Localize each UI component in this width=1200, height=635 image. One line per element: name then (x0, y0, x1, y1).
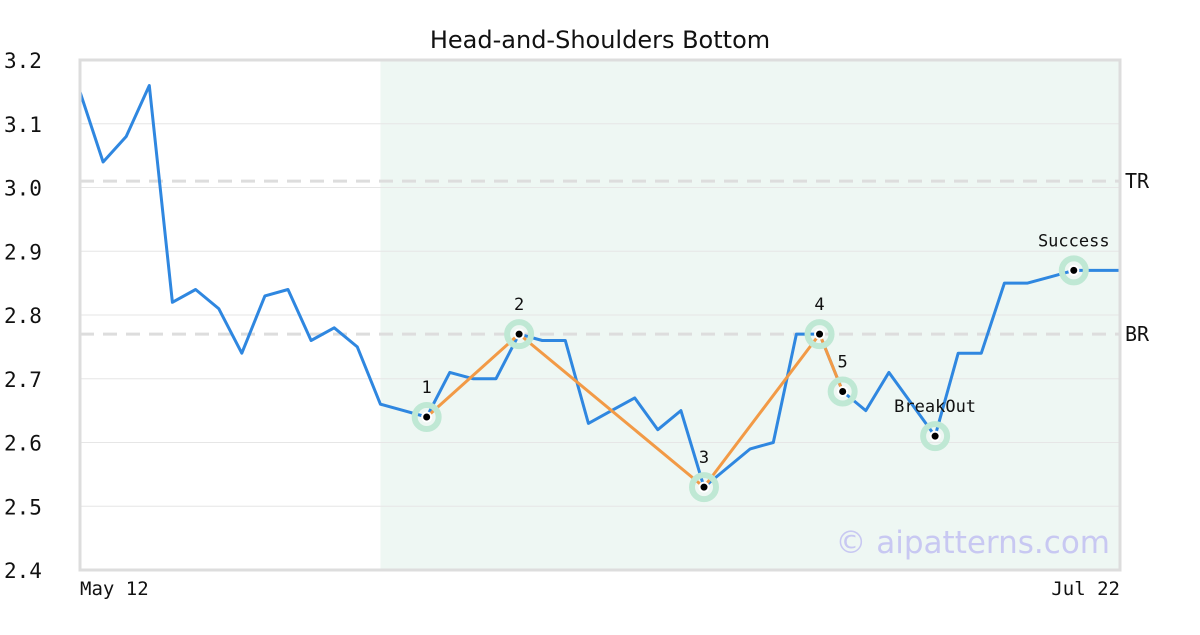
chart-title: Head-and-Shoulders Bottom (430, 26, 770, 54)
marker-halo-point-3 (689, 472, 719, 503)
marker-dot-success (1068, 264, 1080, 276)
y-axis-ticks: 2.4 2.5 2.6 2.7 2.8 2.9 3.0 3.1 3.2 (4, 49, 42, 583)
y-tick-label: 2.7 (4, 368, 42, 392)
marker-halo-point-1 (411, 402, 442, 432)
marker-label-breakout: BreakOut (894, 397, 976, 417)
marker-label-success: Success (1038, 231, 1110, 251)
marker-halo-success (1058, 255, 1089, 286)
y-tick-label: 2.6 (4, 432, 42, 456)
marker-dot-breakout (929, 430, 941, 442)
y-tick-label: 3.0 (4, 177, 42, 201)
price-series (78, 84, 1120, 489)
y-tick-label: 2.5 (4, 495, 42, 519)
marker-halo-point-2 (504, 319, 535, 350)
y-tick-label: 3.2 (4, 49, 42, 73)
reference-label-tr: TR (1125, 169, 1150, 193)
y-tick-label: 2.9 (4, 240, 42, 264)
marker-dot-point-4 (814, 328, 826, 340)
price-line (78, 84, 1120, 489)
marker-label-point-2: 2 (514, 295, 524, 315)
marker-halo-point-4 (804, 319, 835, 350)
marker-labels: 1 2 3 4 5 BreakOut Success (422, 231, 1110, 468)
marker-dot-point-1 (421, 411, 433, 423)
y-tick-label: 3.1 (4, 113, 42, 137)
marker-label-point-1: 1 (422, 378, 432, 398)
watermark: © aipatterns.com (835, 525, 1110, 561)
marker-dot-point-5 (837, 386, 849, 397)
reference-label-br: BR (1125, 322, 1150, 346)
y-tick-label: 2.8 (4, 304, 42, 328)
marker-halo-point-5 (827, 376, 858, 407)
y-tick-label: 2.4 (4, 559, 42, 583)
marker-halo-breakout (920, 421, 951, 452)
x-tick-label: May 12 (80, 578, 149, 600)
marker-label-point-4: 4 (814, 295, 824, 315)
reference-lines: TR BR (80, 169, 1150, 346)
marker-label-point-5: 5 (838, 353, 848, 373)
x-tick-label: Jul 22 (1051, 578, 1120, 600)
marker-dot-point-3 (698, 481, 710, 493)
marker-label-point-3: 3 (699, 448, 709, 468)
x-axis-ticks: May 12 Jul 22 (80, 578, 1120, 600)
marker-dot-point-2 (513, 328, 525, 340)
plot-frame (78, 58, 1122, 572)
grid-lines (80, 123, 1120, 507)
pattern-markers (411, 255, 1089, 503)
